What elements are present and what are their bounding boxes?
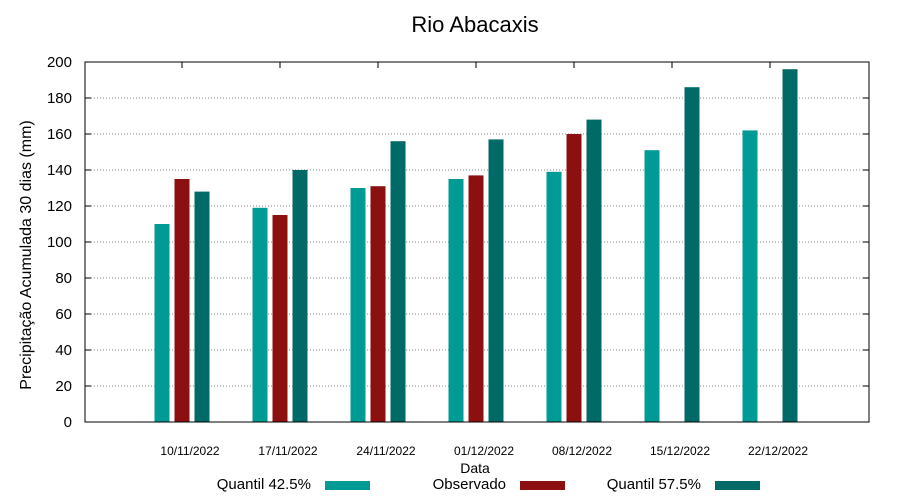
x-tick-label: 17/11/2022: [258, 444, 317, 458]
legend-label: Quantil 57.5%: [607, 476, 701, 493]
bar: [350, 188, 366, 422]
y-tick-label: 120: [47, 198, 72, 215]
bar: [448, 179, 464, 422]
bar: [546, 171, 562, 422]
x-tick-label: 15/12/2022: [650, 444, 710, 458]
y-tick-label: 0: [64, 414, 72, 431]
x-tick-label: 10/11/2022: [160, 444, 219, 458]
x-tick-label: 22/12/2022: [748, 444, 808, 458]
y-tick-label: 200: [47, 54, 72, 71]
y-tick-label: 180: [47, 90, 72, 107]
bar: [782, 69, 798, 422]
x-tick-label: 08/12/2022: [552, 444, 612, 458]
chart-title: Rio Abacaxis: [411, 12, 538, 37]
legend-swatch: [715, 481, 760, 490]
bar: [174, 179, 190, 422]
y-tick-label: 100: [47, 234, 72, 251]
bar: [272, 215, 288, 422]
bar: [194, 191, 210, 422]
x-axis-label: Data: [460, 460, 490, 476]
x-axis: 10/11/2022 17/11/2022 24/11/2022 01/12/2022…: [160, 62, 808, 458]
bar: [644, 150, 660, 422]
bar: [252, 207, 268, 422]
x-tick-label: 01/12/2022: [454, 444, 514, 458]
y-tick-label: 80: [55, 270, 72, 287]
bar: [370, 186, 386, 422]
bar: [566, 134, 582, 422]
y-axis: 0 20 40 60 80 100 120 140 160 180 200: [47, 54, 869, 431]
bar: [390, 141, 406, 422]
bar: [468, 175, 484, 422]
x-tick-label: 24/11/2022: [356, 444, 415, 458]
y-tick-label: 60: [55, 306, 72, 323]
bar: [154, 224, 170, 422]
bar: [292, 170, 308, 422]
y-tick-label: 40: [55, 342, 72, 359]
y-tick-label: 160: [47, 126, 72, 143]
y-tick-label: 20: [55, 378, 72, 395]
bar: [684, 87, 700, 422]
bar: [742, 130, 758, 422]
legend-swatch: [520, 481, 565, 490]
y-axis-label: Precipitação Acumulada 30 dias (mm): [18, 120, 35, 389]
legend-swatch: [325, 481, 370, 490]
y-tick-label: 140: [47, 162, 72, 179]
legend: Quantil 42.5% Observado Quantil 57.5%: [217, 476, 760, 493]
legend-label: Observado: [433, 476, 506, 493]
bars: [154, 69, 798, 422]
bar: [586, 119, 602, 422]
bar: [488, 139, 504, 422]
legend-label: Quantil 42.5%: [217, 476, 311, 493]
